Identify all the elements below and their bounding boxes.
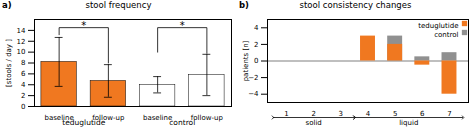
svg-text:liquid: liquid <box>399 119 418 127</box>
svg-text:*: * <box>180 20 185 31</box>
svg-text:solid: solid <box>306 119 322 127</box>
svg-text:6: 6 <box>420 110 425 119</box>
svg-text:4: 4 <box>21 81 26 89</box>
html-text:a): a) <box>2 0 12 10</box>
svg-text:7: 7 <box>447 110 452 119</box>
svg-text:teduglutide: teduglutide <box>62 118 105 127</box>
svg-text:control: control <box>169 118 195 127</box>
svg-text:teduglutide: teduglutide <box>418 22 458 30</box>
svg-text:14: 14 <box>17 27 26 35</box>
svg-text:4: 4 <box>365 110 371 119</box>
svg-text:0: 0 <box>21 103 25 111</box>
html-text:stool consistency changes: stool consistency changes <box>299 0 412 10</box>
svg-text:2: 2 <box>254 41 258 49</box>
svg-text:8: 8 <box>21 59 25 67</box>
svg-text:10: 10 <box>17 48 26 56</box>
svg-text:[stools / day ]: [stools / day ] <box>5 39 13 87</box>
svg-text:*: * <box>81 20 86 31</box>
svg-text:3: 3 <box>338 110 344 119</box>
html-text:b): b) <box>239 0 249 10</box>
svg-text:0: 0 <box>254 57 258 65</box>
svg-text:patients [n]: patients [n] <box>242 40 250 81</box>
svg-text:−2: −2 <box>248 73 259 82</box>
svg-text:2: 2 <box>21 92 25 100</box>
svg-text:follow-up: follow-up <box>191 114 224 122</box>
svg-text:baseline: baseline <box>44 114 74 123</box>
html-text:stool frequency: stool frequency <box>85 0 152 10</box>
svg-text:6: 6 <box>21 70 26 78</box>
svg-text:1: 1 <box>284 110 289 119</box>
svg-text:5: 5 <box>392 110 398 119</box>
svg-text:12: 12 <box>17 37 26 45</box>
svg-text:4: 4 <box>254 24 259 32</box>
svg-text:follow-up: follow-up <box>92 114 125 123</box>
svg-text:control: control <box>434 31 458 39</box>
svg-text:−4: −4 <box>248 90 259 98</box>
svg-text:baseline: baseline <box>143 114 172 122</box>
svg-text:2: 2 <box>311 110 316 119</box>
